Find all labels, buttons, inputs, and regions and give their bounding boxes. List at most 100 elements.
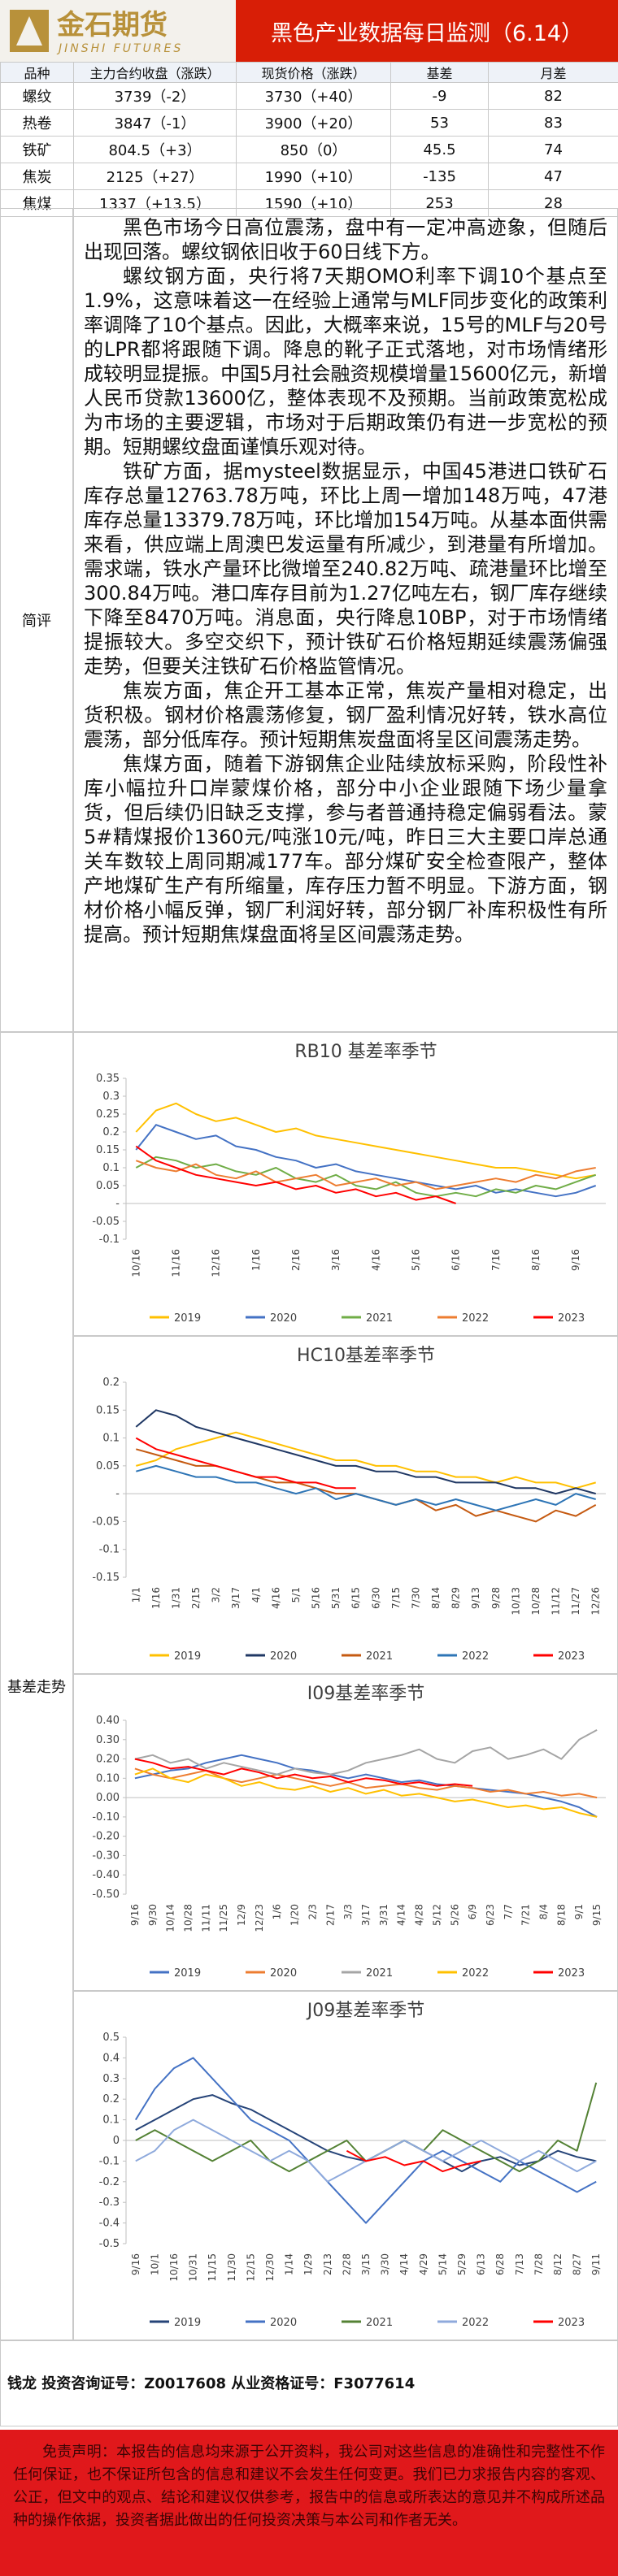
y-tick-label: 0.3: [102, 1091, 120, 1103]
x-tick-label: 6/28: [494, 2253, 506, 2275]
x-tick-label: 6/9: [467, 1904, 478, 1919]
author: 钱龙 投资咨询证号：Z0017608 从业资格证号：F3077614: [0, 2340, 618, 2426]
x-tick-label: 3/3: [342, 1904, 354, 1919]
y-tick-label: -0.1: [99, 1234, 120, 1246]
x-tick-label: 8/27: [572, 2253, 583, 2275]
y-tick-label: -0.30: [92, 1850, 120, 1862]
legend-label: 2019: [174, 1967, 201, 1980]
series-line: [136, 1431, 596, 1490]
y-tick-label: 0.40: [96, 1715, 120, 1727]
x-tick-label: 10/1: [149, 2253, 160, 2275]
x-tick-label: 9/16: [129, 1904, 141, 1926]
x-tick-label: 12/9: [236, 1904, 247, 1926]
x-tick-label: 11/30: [226, 2253, 237, 2282]
y-tick-label: 0.15: [96, 1144, 120, 1156]
legend-label: 2020: [270, 1312, 297, 1325]
table-cell: 3847（-1）: [73, 109, 237, 137]
table-cell: 螺纹: [0, 82, 74, 110]
x-tick-label: 12/16: [211, 1249, 222, 1277]
y-tick-label: -0.3: [99, 2197, 120, 2209]
x-tick-label: 6/15: [350, 1587, 362, 1609]
table-cell: 铁矿: [0, 136, 74, 163]
x-tick-label: 11/16: [170, 1249, 181, 1277]
x-tick-label: 1/20: [289, 1904, 301, 1926]
x-tick-label: 3/30: [380, 2253, 391, 2275]
y-tick-label: -0.40: [92, 1869, 120, 1881]
x-tick-label: 12/15: [245, 2253, 256, 2282]
x-tick-label: 10/16: [130, 1249, 141, 1277]
series-line: [135, 1145, 456, 1204]
x-tick-label: 10/28: [182, 1904, 194, 1932]
legend-label: 2022: [462, 1967, 489, 1980]
y-tick-label: 0.35: [96, 1073, 120, 1085]
y-tick-label: 0.4: [102, 2052, 120, 2064]
x-tick-label: 10/31: [188, 2253, 199, 2282]
chart-panel: RB10 基差率季节 0.35 0.3 0.25 0.2 0.15 0.1 0.05 - -0.0…: [73, 1032, 618, 1336]
x-tick-label: 1/29: [302, 2253, 314, 2275]
x-tick-label: 4/14: [396, 1904, 407, 1926]
header-cell: 现货价格（涨跌）: [236, 62, 391, 83]
table-cell: 1337（+13.5）: [73, 189, 237, 217]
y-tick-label: -0.4: [99, 2218, 120, 2230]
legend-label: 2021: [366, 1967, 393, 1980]
table-row: 焦炭 2125（+27） 1990（+10） -135 47: [0, 163, 618, 190]
table-row: 铁矿 804.5（+3） 850（0） 45.5 74: [0, 136, 618, 163]
commentary-panel: 黑色市场今日高位震荡，盘中有一定冲高迹象，但随后出现回落。螺纹钢依旧收于60日线…: [73, 208, 618, 1032]
x-tick-label: 5/26: [449, 1904, 460, 1926]
x-tick-label: 10/13: [510, 1587, 521, 1615]
logo-graphic: 金石期货 JINSHI FUTURES: [10, 9, 183, 55]
x-tick-label: 1/31: [170, 1587, 181, 1609]
y-tick-label: 0: [113, 2135, 120, 2147]
x-tick-label: 2/13: [322, 2253, 333, 2275]
x-tick-label: 5/16: [410, 1249, 421, 1271]
x-tick-label: 2/15: [190, 1587, 202, 1609]
table-header-row: 品种 主力合约收盘（涨跌） 现货价格（涨跌） 基差 月差: [0, 62, 618, 83]
logo: 金石期货 JINSHI FUTURES: [0, 0, 236, 62]
x-tick-label: 6/16: [450, 1249, 462, 1271]
paragraph: 螺纹钢方面，央行将7天期OMO利率下调10个基点至1.9%，这意味着这一在经验上…: [84, 265, 607, 458]
y-tick-label: -0.15: [92, 1572, 120, 1584]
x-tick-label: 4/28: [414, 1904, 425, 1926]
y-tick-label: -0.5: [99, 2238, 120, 2250]
x-tick-label: 12/26: [590, 1587, 602, 1615]
chart: HC10基差率季节 0.2 0.15 0.1 0.05 - -0.05 -0.1 -0.15 1/…: [92, 1346, 606, 1663]
page-title: 黑色产业数据每日监测（6.14）: [236, 0, 618, 62]
section-label: 基差走势: [0, 1032, 73, 2340]
legend-label: 2019: [174, 1312, 201, 1325]
legend-label: 2021: [366, 1650, 393, 1663]
x-tick-label: 5/1: [290, 1587, 302, 1602]
x-tick-label: 8/29: [450, 1587, 462, 1609]
y-tick-label: 0.1: [102, 1162, 120, 1174]
y-tick-label: 0.2: [102, 1126, 120, 1138]
x-tick-label: 7/30: [410, 1587, 421, 1609]
series-line: [135, 1409, 596, 1495]
chart-title: HC10基差率季节: [297, 1346, 435, 1366]
y-tick-label: 0.2: [102, 1377, 120, 1389]
series-line: [135, 2118, 597, 2183]
x-tick-label: 3/15: [360, 2253, 372, 2275]
section-label: 简评: [0, 208, 73, 1032]
x-tick-label: 8/16: [530, 1249, 542, 1271]
series-line: [135, 1102, 596, 1180]
x-tick-label: 9/11: [590, 2253, 602, 2275]
x-tick-label: 2/28: [341, 2253, 352, 2275]
y-tick-label: -: [115, 1198, 120, 1210]
x-tick-label: 4/16: [370, 1249, 381, 1271]
y-tick-label: -0.2: [99, 2176, 120, 2188]
table-cell: 53: [390, 109, 489, 137]
legend-label: 2021: [366, 2317, 393, 2329]
x-tick-label: 1/16: [250, 1249, 262, 1271]
logo-subtext: JINSHI FUTURES: [56, 42, 183, 55]
series-line: [134, 1754, 598, 1818]
legend-label: 2022: [462, 1312, 489, 1325]
x-tick-label: 11/12: [551, 1587, 562, 1615]
table-row: 热卷 3847（-1） 3900（+20） 53 83: [0, 109, 618, 137]
x-tick-label: 1/14: [284, 2253, 295, 2275]
table-cell: 3900（+20）: [236, 109, 391, 137]
series-line: [134, 1767, 598, 1818]
x-tick-label: 1/6: [272, 1904, 283, 1919]
x-tick-label: 11/27: [570, 1587, 581, 1615]
legend-label: 2023: [558, 1967, 585, 1980]
table-cell: 253: [390, 189, 489, 217]
